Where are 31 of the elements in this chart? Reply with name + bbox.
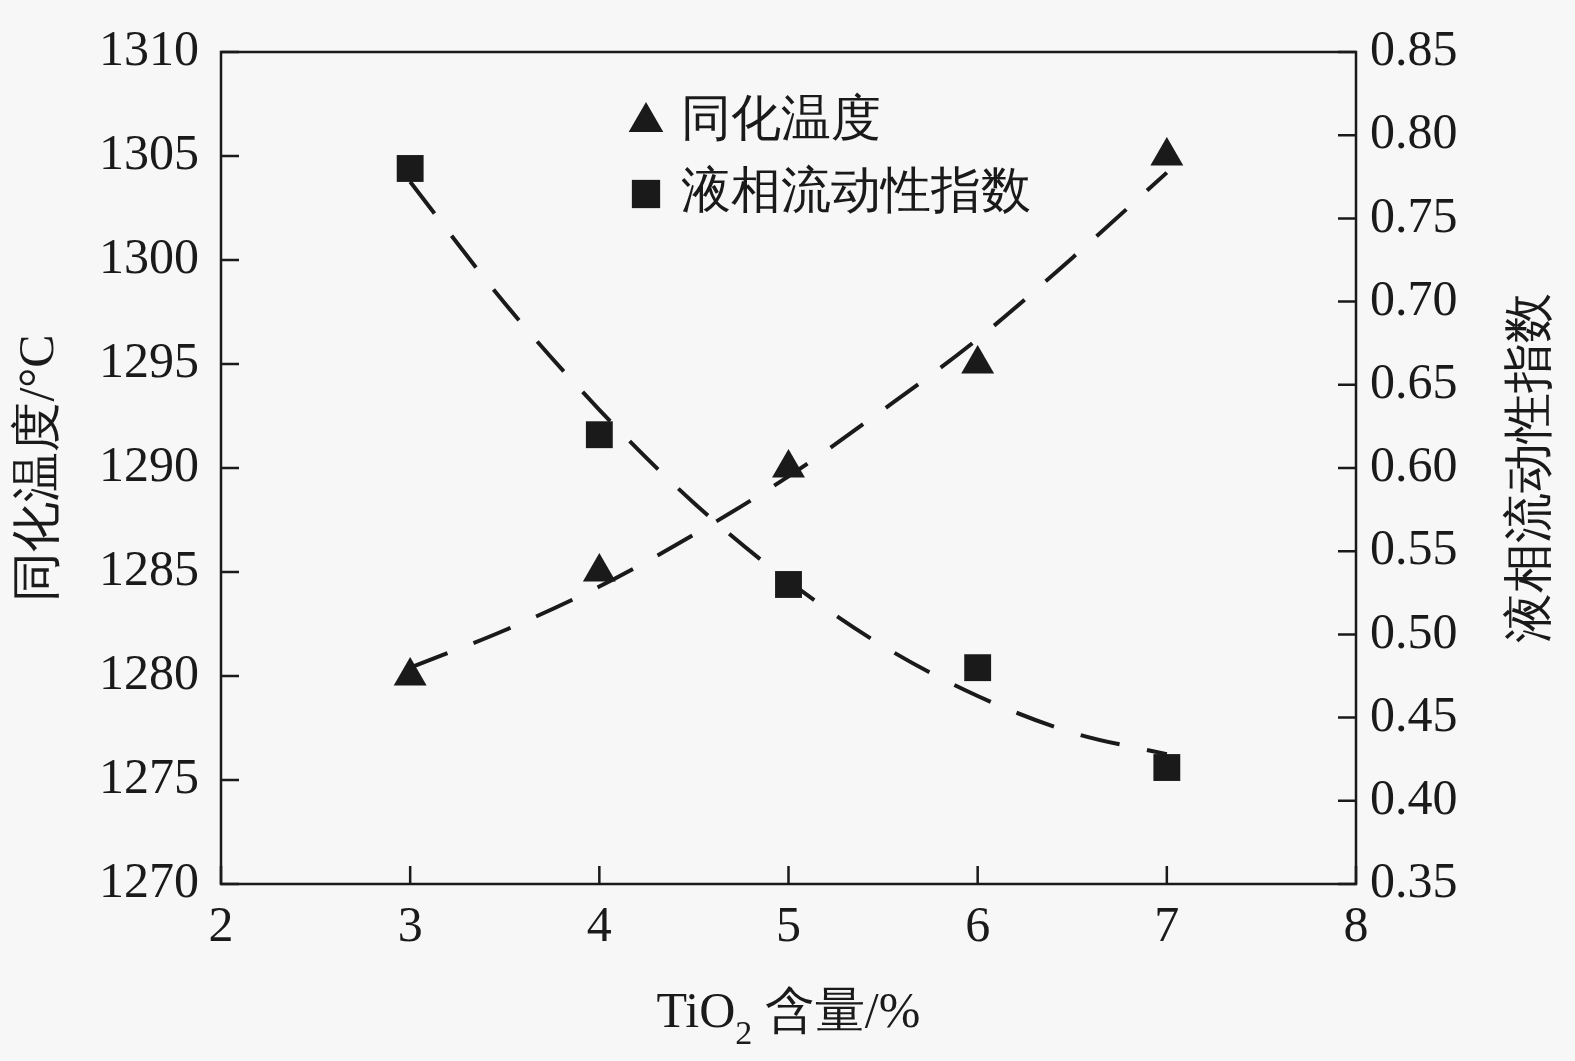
y2-tick-label: 0.35 (1370, 852, 1458, 909)
y2-tick-label: 0.65 (1370, 352, 1458, 409)
y-axis-title: 同化温度/°C (8, 334, 65, 602)
y2-tick-label: 0.80 (1370, 103, 1458, 160)
y2-tick-label: 0.85 (1370, 20, 1458, 77)
y-tick-label: 1290 (99, 436, 199, 493)
y2-tick-label: 0.60 (1370, 436, 1458, 493)
y-tick-label: 1280 (99, 644, 199, 701)
y2-axis-title: 液相流动性指数 (1500, 293, 1557, 643)
y2-tick-label: 0.55 (1370, 519, 1458, 576)
y2-tick-label: 0.40 (1370, 768, 1458, 825)
y2-tick-label: 0.70 (1370, 269, 1458, 326)
y-tick-label: 1305 (99, 124, 199, 181)
y-tick-label: 1295 (99, 332, 199, 389)
y-tick-label: 1270 (99, 852, 199, 909)
x-tick-label: 7 (1154, 896, 1180, 953)
y-tick-label: 1285 (99, 540, 199, 597)
y2-tick-label: 0.75 (1370, 186, 1458, 243)
y-tick-label: 1310 (99, 20, 199, 77)
y-tick-label: 1275 (99, 748, 199, 805)
legend-label: 液相流动性指数 (681, 162, 1031, 219)
x-tick-label: 6 (965, 896, 991, 953)
y2-tick-label: 0.45 (1370, 685, 1458, 742)
x-tick-label: 5 (776, 896, 801, 953)
x-tick-label: 8 (1343, 896, 1369, 953)
y2-tick-label: 0.50 (1370, 602, 1458, 659)
x-tick-label: 3 (397, 896, 423, 953)
y-tick-label: 1300 (99, 228, 199, 285)
legend-label: 同化温度 (681, 90, 881, 147)
x-tick-label: 4 (586, 896, 612, 953)
x-tick-label: 2 (208, 896, 234, 953)
